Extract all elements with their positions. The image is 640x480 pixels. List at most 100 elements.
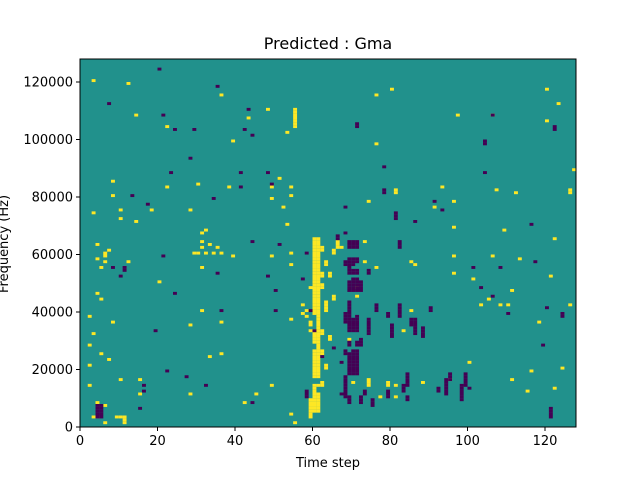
heatmap-cell-high bbox=[316, 254, 321, 258]
heatmap-cell-high bbox=[316, 283, 321, 287]
heatmap-cell-high bbox=[312, 257, 317, 261]
heatmap-cell-low bbox=[390, 335, 394, 338]
heatmap-cell-high bbox=[200, 245, 205, 249]
heatmap-cell-high bbox=[514, 191, 518, 195]
heatmap-cell-low bbox=[351, 257, 356, 261]
heatmap-cell-low bbox=[343, 386, 348, 390]
heatmap-cell-high bbox=[312, 340, 317, 344]
heatmap-cell-high bbox=[211, 251, 216, 255]
heatmap-cell-low bbox=[351, 323, 356, 327]
heatmap-cell-low bbox=[405, 375, 410, 379]
heatmap-cell-low bbox=[355, 243, 360, 246]
heatmap-cell-low bbox=[560, 314, 565, 318]
heatmap-cell-high bbox=[219, 251, 224, 255]
heatmap-cell-high bbox=[316, 280, 321, 284]
heatmap-cell-high bbox=[525, 389, 530, 393]
heatmap-cell-low bbox=[300, 277, 305, 281]
heatmap-cell-low bbox=[355, 323, 360, 327]
heatmap-cell-low bbox=[355, 343, 360, 347]
heatmap-cell-high bbox=[324, 309, 329, 313]
heatmap-cell-low bbox=[359, 286, 363, 290]
heatmap-cell-high bbox=[320, 383, 325, 387]
heatmap-cell-low bbox=[397, 240, 402, 244]
heatmap-cell-low bbox=[397, 309, 402, 313]
heatmap-cell-low bbox=[382, 165, 387, 169]
heatmap-cell-high bbox=[517, 257, 522, 261]
heatmap-cell-high bbox=[312, 395, 317, 399]
heatmap-cell-low bbox=[355, 320, 360, 324]
x-tick-label: 20 bbox=[149, 434, 166, 449]
heatmap-cell-low bbox=[421, 332, 425, 336]
x-tick-label: 40 bbox=[227, 434, 244, 449]
heatmap-cell-low bbox=[343, 260, 348, 264]
heatmap-cell-high bbox=[308, 409, 313, 413]
heatmap-cell-high bbox=[316, 358, 321, 361]
heatmap-cell-low bbox=[374, 309, 379, 313]
heatmap-cell-high bbox=[99, 297, 104, 301]
heatmap-cell-high bbox=[289, 185, 294, 189]
heatmap-cell-high bbox=[138, 378, 143, 382]
heatmap-cell-low bbox=[347, 286, 352, 290]
heatmap-cell-high bbox=[452, 199, 456, 203]
heatmap-cell-high bbox=[308, 415, 313, 419]
heatmap-cell-low bbox=[552, 125, 557, 129]
heatmap-cell-high bbox=[91, 79, 96, 83]
heatmap-cell-low bbox=[118, 274, 123, 278]
heatmap-cell-high bbox=[401, 329, 406, 333]
heatmap-cell-high bbox=[320, 283, 325, 287]
heatmap-cell-low bbox=[304, 395, 309, 399]
heatmap-cell-low bbox=[351, 372, 356, 376]
heatmap-cell-high bbox=[122, 421, 127, 425]
heatmap-cell-high bbox=[312, 383, 317, 387]
heatmap-cell-high bbox=[254, 392, 259, 396]
heatmap-cell-low bbox=[339, 392, 344, 396]
heatmap-cell-high bbox=[285, 130, 290, 134]
heatmap-cell-low bbox=[397, 306, 402, 310]
heatmap-cell-low bbox=[173, 128, 177, 131]
heatmap-cell-high bbox=[312, 286, 317, 290]
heatmap-cell-high bbox=[479, 303, 484, 307]
heatmap-cell-high bbox=[308, 286, 313, 290]
heatmap-cell-high bbox=[568, 303, 573, 307]
heatmap-cell-high bbox=[95, 401, 100, 405]
heatmap-cell-low bbox=[413, 220, 418, 223]
heatmap-cell-high bbox=[200, 266, 205, 269]
heatmap-cell-high bbox=[316, 349, 321, 353]
y-tick-label: 80000 bbox=[32, 191, 73, 206]
heatmap-cell-low bbox=[142, 389, 146, 393]
heatmap-cell-high bbox=[200, 309, 205, 313]
heatmap-cell-high bbox=[316, 363, 321, 367]
heatmap-cell-high bbox=[99, 352, 104, 356]
heatmap-cell-low bbox=[343, 389, 348, 393]
heatmap-cell-low bbox=[335, 237, 340, 241]
heatmap-cell-low bbox=[463, 383, 468, 387]
heatmap-cell-high bbox=[289, 251, 294, 255]
heatmap-cell-high bbox=[552, 237, 557, 241]
heatmap-cell-high bbox=[316, 352, 321, 356]
heatmap-cell-low bbox=[351, 243, 356, 246]
heatmap-cell-low bbox=[355, 317, 360, 321]
heatmap-cell-low bbox=[347, 366, 352, 370]
heatmap-cell-low bbox=[351, 245, 356, 249]
heatmap-cell-low bbox=[459, 398, 464, 402]
heatmap-cell-high bbox=[316, 375, 321, 379]
heatmap-cell-low bbox=[393, 217, 398, 221]
heatmap-cell-low bbox=[351, 352, 356, 356]
heatmap-cell-low bbox=[386, 395, 391, 399]
heatmap-cell-low bbox=[250, 133, 255, 137]
heatmap-cell-high bbox=[269, 383, 274, 387]
heatmap-cell-low bbox=[347, 314, 352, 318]
heatmap-cell-high bbox=[316, 406, 321, 410]
heatmap-cell-low bbox=[359, 283, 363, 287]
heatmap-cell-low bbox=[347, 355, 352, 359]
x-axis-ticks: 0 20 40 60 80 100 120 bbox=[76, 427, 557, 449]
heatmap-cell-high bbox=[316, 392, 321, 396]
heatmap-cell-high bbox=[231, 139, 236, 143]
heatmap-cell-high bbox=[293, 125, 298, 129]
heatmap-cell-high bbox=[490, 254, 495, 258]
heatmap-cell-high bbox=[339, 245, 344, 249]
heatmap-cell-low bbox=[238, 171, 243, 175]
heatmap-cell-low bbox=[347, 340, 352, 344]
heatmap-cell-high bbox=[269, 185, 274, 189]
heatmap-cell-high bbox=[316, 245, 321, 249]
